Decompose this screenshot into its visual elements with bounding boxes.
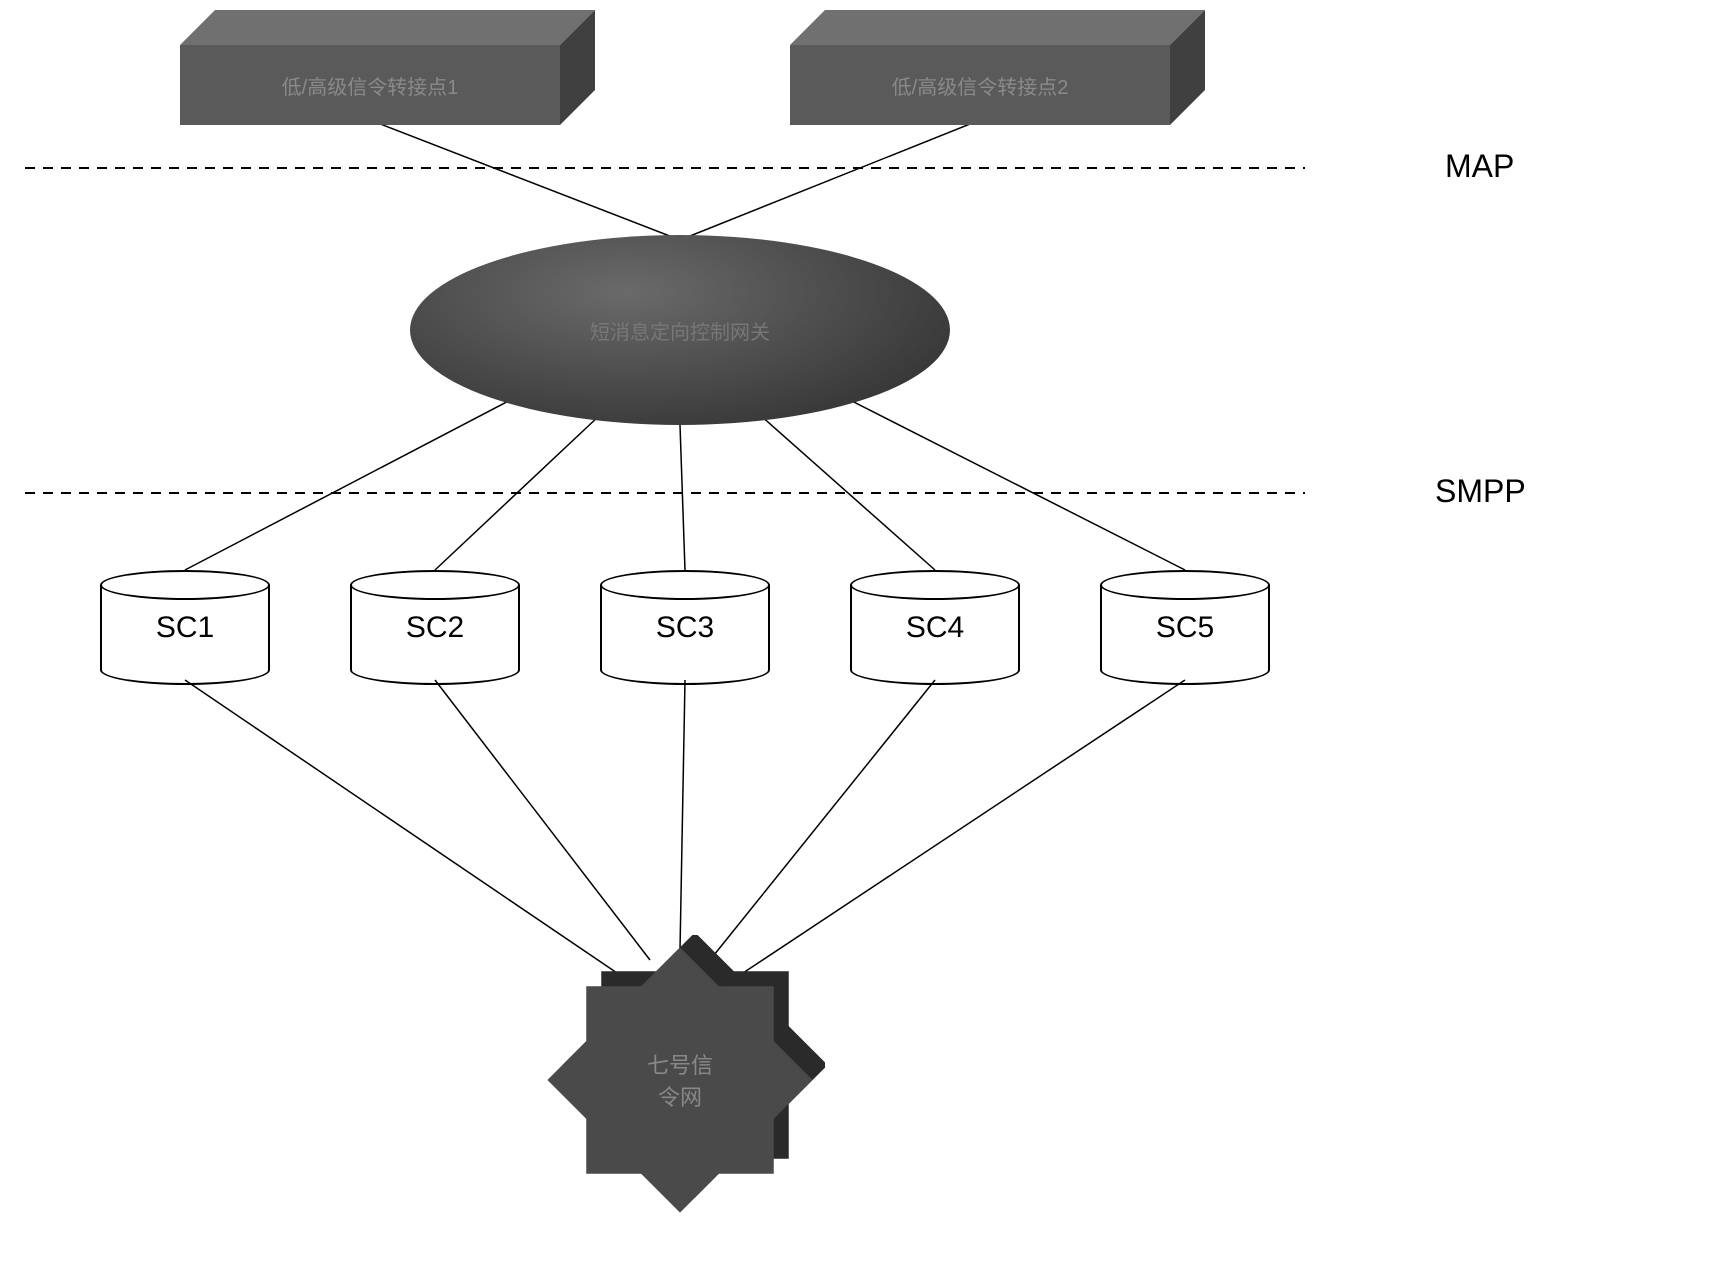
sc-cylinder: SC1 [100,570,270,685]
ss7-network-node: 七号信令网 [535,935,825,1225]
edge-line [680,680,685,950]
edge-line [680,120,980,240]
edge-line [370,120,680,240]
network-diagram: 低/高级信令转接点1 低/高级信令转接点2 短消息定向控制网关 SC1 SC2 SC3… [0,0,1728,1279]
edge-line [185,395,520,570]
protocol-label: SMPP [1435,473,1526,510]
edge-line [840,395,1185,570]
gateway-label: 短消息定向控制网关 [590,316,770,345]
stp-box-label: 低/高级信令转接点2 [790,45,1170,125]
edge-line [435,680,650,960]
sc-cylinder: SC3 [600,570,770,685]
sc-cylinder: SC2 [350,570,520,685]
sms-gateway-node: 短消息定向控制网关 [410,235,950,425]
ss7-label-line1: 七号信 [647,1048,713,1080]
sc-label: SC1 [156,611,214,645]
sc-cylinder: SC4 [850,570,1020,685]
edge-line [185,680,620,975]
ss7-label-line2: 令网 [658,1080,702,1112]
edge-line [740,680,1185,975]
sc-label: SC4 [906,611,964,645]
protocol-label: MAP [1445,148,1514,185]
stp-box-label: 低/高级信令转接点1 [180,45,560,125]
sc-label: SC5 [1156,611,1214,645]
stp-box: 低/高级信令转接点2 [790,10,1205,125]
sc-label: SC2 [406,611,464,645]
sc-label: SC3 [656,611,714,645]
edge-line [680,425,685,570]
sc-cylinder: SC5 [1100,570,1270,685]
edge-line [710,680,935,960]
stp-box: 低/高级信令转接点1 [180,10,595,125]
